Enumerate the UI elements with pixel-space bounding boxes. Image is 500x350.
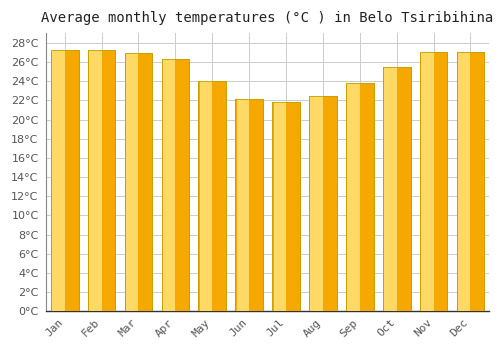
Bar [198,81,226,311]
Bar [420,52,448,311]
Bar [124,53,152,311]
Bar [124,53,152,311]
Bar [309,97,336,311]
Bar [309,97,336,311]
Bar [456,52,484,311]
Bar [420,52,448,311]
Bar [310,97,323,311]
Bar [198,81,226,311]
Bar [162,59,189,311]
Bar [163,59,175,311]
Bar [200,81,212,311]
Bar [89,50,102,311]
Bar [346,83,374,311]
Title: Average monthly temperatures (°C ) in Belo Tsiribihina: Average monthly temperatures (°C ) in Be… [42,11,494,25]
Bar [88,50,116,311]
Bar [51,49,78,311]
Bar [126,53,138,311]
Bar [236,99,249,311]
Bar [272,102,300,311]
Bar [52,49,64,311]
Bar [383,67,410,311]
Bar [236,99,263,311]
Bar [421,52,434,311]
Bar [88,50,116,311]
Bar [236,99,263,311]
Bar [274,102,286,311]
Bar [346,83,374,311]
Bar [458,52,470,311]
Bar [348,83,360,311]
Bar [383,67,410,311]
Bar [272,102,300,311]
Bar [456,52,484,311]
Bar [162,59,189,311]
Bar [384,67,396,311]
Bar [51,49,78,311]
